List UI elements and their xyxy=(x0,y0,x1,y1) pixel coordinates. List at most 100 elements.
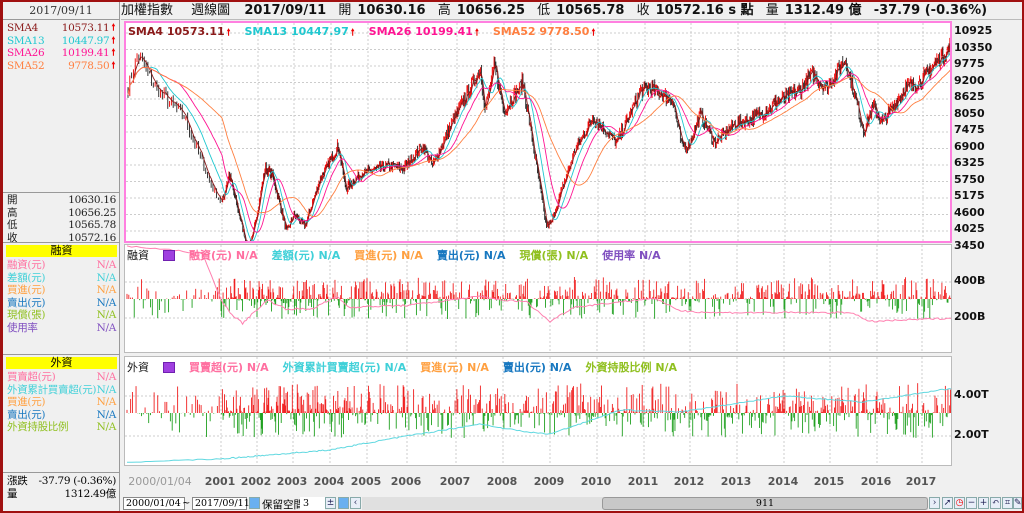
up-arrow-icon: 🠕 xyxy=(111,23,115,33)
legend-text: 現償(張) N/A xyxy=(519,249,589,262)
year-tick: 2006 xyxy=(390,475,422,488)
legend-item: 差額(元) N/A xyxy=(272,247,341,263)
volume-value: 1312.49億 xyxy=(64,487,116,500)
info-row: 外資累計買賣超(元) N/A xyxy=(3,384,120,397)
year-tick: 2005 xyxy=(350,475,382,488)
info-row: 收 10572.16 xyxy=(3,232,120,245)
info-row: 買進(元) N/A xyxy=(3,284,120,297)
calendar-icon[interactable] xyxy=(249,497,260,509)
legend-text: 差額(元) N/A xyxy=(271,249,341,262)
zoom-in-icon[interactable]: + xyxy=(978,497,989,509)
row-label: 外資累計買賣超(元) xyxy=(7,383,97,396)
index-name: 加權指數 xyxy=(121,3,174,18)
high-value: 10656.25 xyxy=(456,3,526,18)
clock-icon[interactable]: ◷ xyxy=(954,497,965,509)
legend-text: 融資(元) N/A xyxy=(189,249,258,262)
pen-icon[interactable]: ✎ xyxy=(1013,497,1022,509)
fit-icon[interactable]: ⌗ xyxy=(1002,497,1013,509)
scrollbar-thumb[interactable]: 911 xyxy=(602,497,928,510)
change-value-top: -37.79 (-0.36%) xyxy=(873,3,988,18)
info-sidebar: 2017/09/11 SMA4 10573.11 🠕 SMA13 10447.97 🠕 SM… xyxy=(3,2,120,511)
margin-info: 融資 融資(元) N/A 差額(元) N/A 買進(元) N/A 賣出(元) N/A 現償(張)… xyxy=(3,242,120,334)
legend-text: 使用率 N/A xyxy=(602,249,661,262)
table-icon[interactable] xyxy=(163,249,175,261)
row-label: 使用率 xyxy=(7,321,38,334)
sma4-line xyxy=(127,45,950,241)
legend-text: 賣出(元) N/A xyxy=(436,249,506,262)
info-row: 差額(元) N/A xyxy=(3,272,120,285)
row-value: N/A xyxy=(96,284,117,296)
up-arrow-icon: 🠕 xyxy=(111,48,115,58)
price-tick: 9775 xyxy=(954,57,985,70)
row-value: N/A xyxy=(96,309,117,321)
year-tick: 2009 xyxy=(533,475,565,488)
row-label: SMA52 xyxy=(7,59,45,72)
quote-date: 2017/09/11 xyxy=(244,3,327,18)
legend-text: 外資持股比例 N/A xyxy=(585,361,678,374)
row-value: 10447.97 xyxy=(61,34,110,47)
year-tick: 2007 xyxy=(439,475,471,488)
reserve-space-input[interactable]: 3 xyxy=(300,497,325,510)
margin-tick: 200B xyxy=(954,310,986,323)
scroll-left-button[interactable]: ‹ xyxy=(350,497,361,509)
row-value: 9778.50 xyxy=(68,59,110,72)
margin-panel[interactable]: 融資 融資(元) N/A 差額(元) N/A 買進(元) N/A 賣出(元) N/A 現償… xyxy=(124,244,952,353)
low-value: 10565.78 xyxy=(556,3,625,18)
margin-title: 融資 xyxy=(6,245,117,257)
info-row: SMA4 10573.11 🠕 xyxy=(3,22,119,35)
legend-item: 外資累計買賣超(元) N/A xyxy=(283,359,407,375)
foreign-chart xyxy=(125,357,951,465)
row-value: N/A xyxy=(96,321,117,334)
pointer-icon[interactable]: ➚ xyxy=(942,497,953,509)
info-row: 使用率 N/A xyxy=(3,322,120,335)
row-value: N/A xyxy=(96,396,117,408)
row-value: 10656.25 xyxy=(68,206,116,219)
zoom-out-icon[interactable]: − xyxy=(966,497,977,509)
sma26-line xyxy=(127,58,950,233)
year-tick: 2017 xyxy=(905,475,937,488)
sma-values: SMA4 10573.11 🠕 SMA13 10447.97 🠕 SMA26 10199.41… xyxy=(3,20,119,72)
info-row: 低 10565.78 xyxy=(3,219,120,232)
undo-icon[interactable]: ↶ xyxy=(990,497,1001,509)
up-arrow-icon: 🠕 xyxy=(226,28,231,38)
horizontal-scrollbar[interactable]: 911 xyxy=(362,497,928,510)
row-label: 收 xyxy=(7,231,18,244)
sidebar-date: 2017/09/11 xyxy=(3,2,119,20)
info-row: 開 10630.16 xyxy=(3,194,120,207)
spin-button[interactable]: ± xyxy=(325,497,336,509)
margin-chart xyxy=(125,245,951,352)
row-value: 10573.11 xyxy=(61,22,110,34)
end-date-select[interactable]: 2017/09/11 xyxy=(192,497,250,510)
table-icon[interactable] xyxy=(163,361,175,373)
price-tick: 4600 xyxy=(954,205,985,219)
panel-title: 外資 xyxy=(127,361,149,374)
row-label: SMA13 xyxy=(7,34,45,47)
year-tick: 2011 xyxy=(627,475,659,488)
year-tick: 2002 xyxy=(240,475,272,488)
close-label: 收 xyxy=(636,3,650,18)
legend-item: 買進(元) N/A xyxy=(420,359,489,375)
row-value: 10199.41 xyxy=(61,47,110,59)
settings-icon[interactable] xyxy=(338,497,349,509)
sma52-line xyxy=(127,66,950,218)
price-tick: 6325 xyxy=(954,156,985,169)
scroll-right-button[interactable]: › xyxy=(929,497,940,509)
legend-item: 現償(張) N/A xyxy=(520,247,589,263)
info-row: 融資(元) N/A xyxy=(3,259,120,272)
close-value: 10572.16 s 點 xyxy=(655,3,754,18)
foreign-cumulative-line xyxy=(127,388,951,463)
row-value: N/A xyxy=(96,259,117,271)
range-tilde: ~ xyxy=(182,498,191,509)
end-date-value: 2017/09/11 xyxy=(195,498,250,509)
year-tick: 2012 xyxy=(673,475,705,488)
year-tick: 2014 xyxy=(767,475,799,488)
price-panel[interactable]: SMA4 10573.11 🠕 SMA13 10447.97 🠕 SMA26 10199… xyxy=(124,21,952,243)
row-label: 高 xyxy=(7,206,18,219)
legend-item: 賣出(元) N/A xyxy=(437,247,506,263)
row-label: 賣出(元) xyxy=(7,408,46,421)
row-value: N/A xyxy=(96,383,117,396)
foreign-panel[interactable]: 外資 買賣超(元) N/A 外資累計買賣超(元) N/A 買進(元) N/A 賣出(元)… xyxy=(124,356,952,466)
row-label: 融資(元) xyxy=(7,259,46,271)
start-date-select[interactable]: 2000/01/04 xyxy=(123,497,185,510)
row-value: N/A xyxy=(96,296,117,309)
